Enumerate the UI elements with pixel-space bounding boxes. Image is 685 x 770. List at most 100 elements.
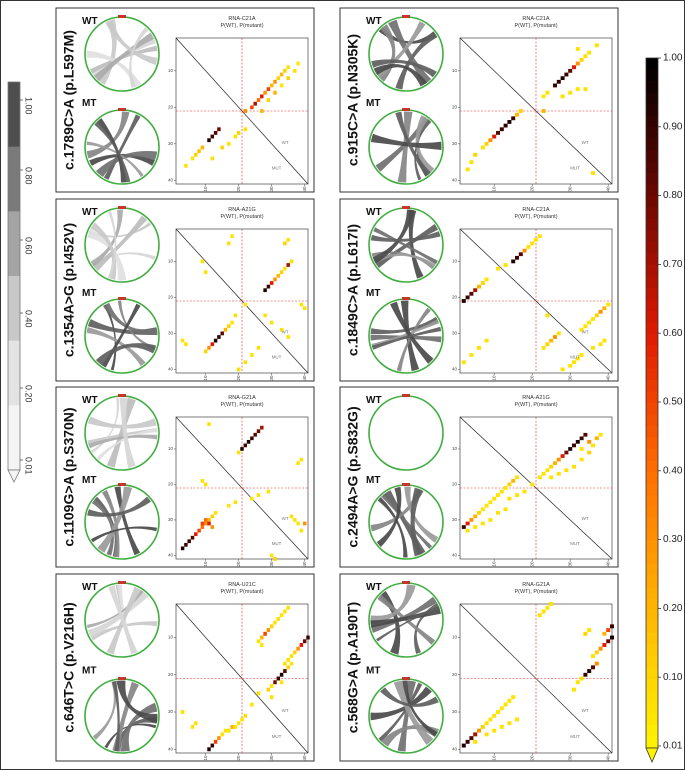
heatmap-cell [200,145,205,150]
y-tick-label: 10 [452,68,458,73]
arc-ribbon [107,209,117,281]
plot-title: RNA-G21A [228,395,256,401]
heatmap-cell [200,259,205,264]
heatmap-cell [564,450,569,455]
arc-ribbon [102,301,158,336]
heatmap-cell [286,657,290,662]
right-colorbar-band [646,587,658,600]
heatmap-cell [210,134,215,139]
right-colorbar-band [646,345,658,358]
heatmap-cell [253,432,257,437]
x-tick-label: 30 [269,561,274,567]
mt-label: MT [82,288,96,299]
heatmap-cell [217,736,221,741]
heatmap-cell [568,447,573,451]
heatmap-cell [213,130,218,135]
heatmap-cell [233,134,238,139]
left-colorbar: 1.00 0.80 0.60 0.40 0.20 0.01 [7,81,34,483]
heatmap-cell [461,525,466,529]
arc-ribbon [94,151,158,179]
arc-ribbon [95,428,158,462]
heatmap-cell [273,620,277,625]
heatmap-cell [549,464,554,469]
plot-subtitle: P(WT), P(mutant) [220,23,263,29]
right-colorbar-band [646,230,658,243]
arc-ribbon [414,118,433,182]
mutation-marker-icon [402,15,410,18]
right-colorbar-band [646,414,658,427]
right-colorbar-band [646,426,658,439]
y-tick-label: 20 [168,672,174,677]
y-tick-label: 40 [452,553,458,558]
heatmap-cell [296,646,300,651]
heatmap-cell [269,83,274,88]
right-colorbar-band [646,575,658,588]
heatmap-cell [560,76,565,81]
heatmap-cell [507,482,512,487]
right-colorbar-band [646,322,658,335]
heatmap-cell [518,109,523,113]
heatmap-cell [545,90,550,95]
heatmap-cell [572,443,576,448]
right-colorbar-tick-label: 0.01 [663,741,683,752]
arc-ribbon [86,434,158,449]
heatmap-cell [223,327,228,332]
right-colorbar-band [646,460,658,473]
wt-label: WT [82,16,98,27]
heatmap-cell [484,503,489,508]
heatmap-cell [269,624,274,629]
plot-title: RNA-A21G [228,207,256,213]
heatmap-cell [522,248,527,253]
right-colorbar-band [646,541,658,554]
mt-label: MT [366,288,380,299]
heatmap-cell [299,302,304,307]
plot-title: RNA-C21A [522,207,550,213]
arc-ribbons [370,680,441,752]
heatmap-cell [556,457,561,462]
heatmap-cell [220,331,224,336]
heatmap-cell [243,360,248,365]
heatmap-cell [243,302,248,307]
right-colorbar-band [646,380,658,393]
heatmap-cell [260,635,264,640]
y-tick-label: 20 [452,105,458,110]
heatmap-cell [537,475,542,480]
arc-ribbon [103,723,158,750]
right-colorbar-tick-label: 0.80 [663,190,683,201]
heatmap-cell [484,732,489,737]
heatmap-cell [511,479,516,483]
right-colorbar-band [646,196,658,209]
heatmap-cell [269,281,274,285]
heatmap-cell [227,241,231,246]
right-colorbar-tick-label: 0.70 [663,259,683,270]
x-tick-label: 40 [605,186,610,192]
heatmap-cell [465,739,470,744]
x-tick-label: 30 [567,375,572,381]
heatmap-cell [488,500,493,505]
x-tick-label: 20 [529,755,534,761]
arc-ribbon [87,221,153,238]
heatmap-cell [572,687,576,692]
heatmap-cell [515,475,519,480]
heatmap-cell [465,167,470,172]
mutation-label: c.1849C>A (p.L617I) [345,224,361,356]
arc-ribbon [86,415,158,429]
heatmap-cell [496,510,500,515]
plot-subtitle: P(WT), P(mutant) [514,214,557,220]
right-colorbar-band [646,667,658,680]
heatmap-cell [213,739,218,744]
y-tick-label: 20 [168,295,174,300]
heatmap-cell [230,320,234,325]
arc-ribbon [370,318,441,349]
right-colorbar-band [646,483,658,496]
heatmap-cell [465,295,470,300]
heatmap-cell [283,68,287,73]
right-colorbar-tick-label: 0.30 [663,534,683,545]
plot-title: RNA-A21G [522,395,550,401]
right-colorbar-band [646,58,658,71]
x-tick-label: 10 [491,755,496,761]
right-colorbar: 1.00 0.90 0.80 0.70 0.60 0.50 0.40 0.30 0.20 0.10… [645,53,683,764]
heatmap-cell [480,145,485,150]
